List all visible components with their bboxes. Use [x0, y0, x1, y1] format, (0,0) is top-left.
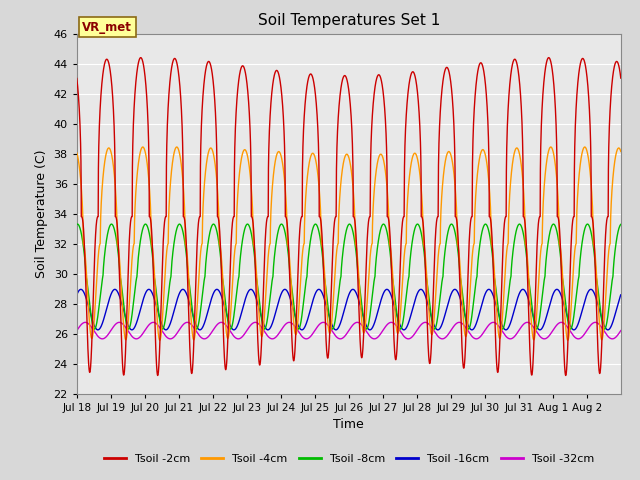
Legend: Tsoil -2cm, Tsoil -4cm, Tsoil -8cm, Tsoil -16cm, Tsoil -32cm: Tsoil -2cm, Tsoil -4cm, Tsoil -8cm, Tsoi… — [99, 450, 598, 468]
X-axis label: Time: Time — [333, 418, 364, 431]
Title: Soil Temperatures Set 1: Soil Temperatures Set 1 — [258, 13, 440, 28]
Y-axis label: Soil Temperature (C): Soil Temperature (C) — [35, 149, 48, 278]
Text: VR_met: VR_met — [82, 21, 132, 34]
